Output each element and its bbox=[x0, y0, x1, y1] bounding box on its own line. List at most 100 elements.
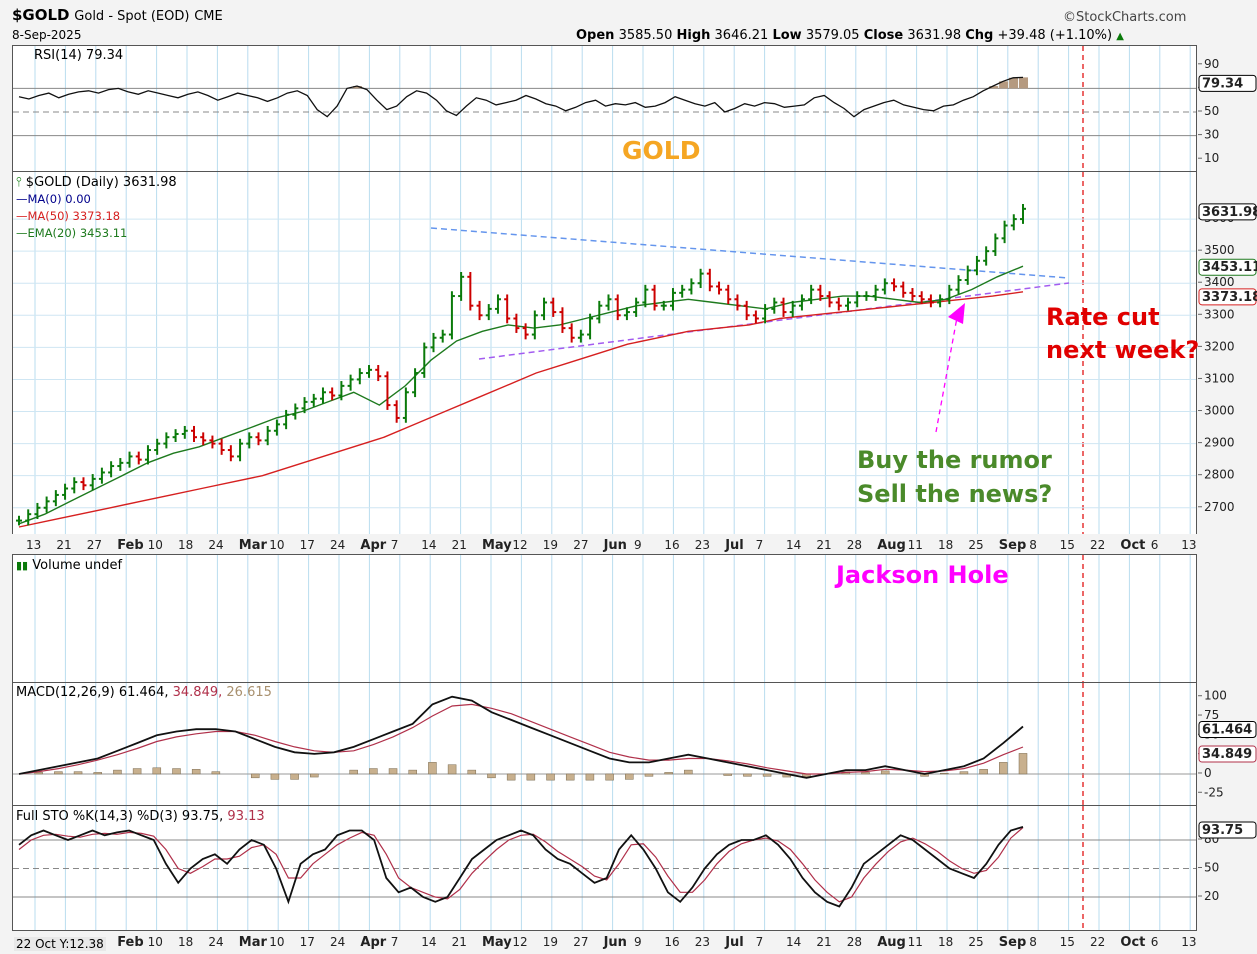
x-tick-label: 25 bbox=[968, 935, 983, 949]
x-tick-label: 17 bbox=[300, 538, 315, 552]
y-tick-label: 3000 bbox=[1204, 404, 1235, 418]
macd-last-value-box bbox=[1198, 720, 1257, 738]
macd-hist-bar bbox=[644, 773, 654, 777]
x-tick-label: 11 bbox=[908, 935, 923, 949]
x-tick-label: Oct bbox=[1120, 935, 1145, 950]
x-tick-label: Sep bbox=[999, 538, 1027, 553]
symbol: $GOLD bbox=[12, 6, 70, 24]
legend-ma50: —MA(50) 3373.18 bbox=[16, 209, 121, 223]
macd-hist-bar bbox=[664, 772, 673, 775]
x-tick-label: 7 bbox=[756, 538, 764, 552]
macd-hist-bar bbox=[270, 773, 280, 780]
ma50-line bbox=[18, 291, 1024, 528]
x-tick-label: 22 bbox=[1090, 935, 1105, 949]
macd-hist-bar bbox=[959, 771, 969, 775]
x-tick-label: 18 bbox=[178, 538, 193, 552]
x-tick-label: Aug bbox=[877, 538, 906, 553]
rsi-overbought-fill bbox=[989, 86, 999, 89]
volume-title: Volume undef bbox=[32, 558, 123, 573]
macd-hist-bar bbox=[880, 770, 890, 775]
x-tick-label: 9 bbox=[634, 935, 642, 949]
footer-readout: 22 Oct Y:12.38 bbox=[14, 937, 106, 951]
macd-hist-bar bbox=[743, 773, 752, 777]
x-tick-label: 24 bbox=[330, 935, 345, 949]
macd-hist-bar bbox=[132, 768, 142, 775]
rate-cut-line1: Rate cut bbox=[1046, 303, 1160, 331]
x-tick-label: 6 bbox=[1151, 538, 1159, 552]
macd-hist-bar bbox=[526, 773, 536, 781]
price-y-axis: 3600350034003300320031003000290028002700… bbox=[1198, 203, 1257, 514]
macd-hist-bar bbox=[565, 773, 575, 781]
x-tick-label: 23 bbox=[695, 935, 710, 949]
signal-last-value: 34.849 bbox=[1202, 747, 1252, 762]
macd-hist-bar bbox=[34, 772, 43, 775]
x-tick-label: 13 bbox=[1181, 538, 1196, 552]
macd-hist-bar bbox=[93, 772, 102, 775]
y-tick-label: 90 bbox=[1204, 57, 1219, 71]
high-value: 3646.21 bbox=[714, 28, 769, 43]
x-tick-label: 17 bbox=[300, 935, 315, 949]
x-tick-label: 24 bbox=[208, 538, 223, 552]
rsi-overbought-fill bbox=[1019, 77, 1028, 89]
macd-hist-bar bbox=[152, 767, 162, 775]
x-tick-label: 10 bbox=[269, 538, 284, 552]
x-tick-label: 13 bbox=[26, 538, 41, 552]
macd-hist-bar bbox=[625, 773, 634, 780]
x-tick-label: 8 bbox=[1029, 538, 1037, 552]
high-label: High bbox=[676, 28, 711, 43]
x-tick-label: 27 bbox=[87, 538, 102, 552]
y-tick-label: 3400 bbox=[1204, 275, 1235, 289]
close-value: 3631.98 bbox=[907, 28, 962, 43]
x-tick-label: 15 bbox=[1060, 538, 1075, 552]
price-panel bbox=[12, 171, 1197, 535]
y-tick-label: 0 bbox=[1204, 766, 1212, 780]
x-tick-label: Apr bbox=[360, 538, 386, 553]
volume-label: ▮▮ Volume undef bbox=[16, 558, 122, 573]
x-tick-label: 9 bbox=[634, 538, 642, 552]
macd-hist-bar bbox=[487, 773, 496, 779]
rsi-last-value: 79.34 bbox=[1202, 76, 1243, 91]
x-tick-label: 15 bbox=[1060, 935, 1075, 949]
macd-hist-bar bbox=[54, 771, 63, 775]
x-tick-label: Sep bbox=[999, 935, 1027, 950]
y-tick-label: 3100 bbox=[1204, 371, 1235, 385]
macd-hist-bar bbox=[113, 769, 122, 775]
x-tick-label: 6 bbox=[1151, 935, 1159, 949]
stochastic-panel bbox=[12, 805, 1197, 931]
rsi-y-axis: 907050301079.34 bbox=[1198, 57, 1257, 165]
x-tick-label: 16 bbox=[664, 538, 679, 552]
macd-hist-bar bbox=[310, 773, 319, 778]
low-value: 3579.05 bbox=[805, 28, 860, 43]
x-tick-label: Aug bbox=[877, 935, 906, 950]
up-arrow-icon: ▲ bbox=[1116, 31, 1124, 42]
x-tick-label: Jul bbox=[724, 538, 744, 553]
x-tick-label: 12 bbox=[512, 935, 527, 949]
legend-ema20: —EMA(20) 3453.11 bbox=[16, 226, 128, 240]
x-tick-label: 21 bbox=[452, 538, 467, 552]
open-label: Open bbox=[576, 28, 615, 43]
x-tick-label: 8 bbox=[1029, 935, 1037, 949]
ohlc-readout: Open 3585.50 High 3646.21 Low 3579.05 Cl… bbox=[576, 28, 1124, 43]
macd-hist-bar bbox=[940, 772, 949, 775]
x-tick-label: Mar bbox=[239, 538, 268, 553]
macd-hist-bar bbox=[506, 773, 516, 781]
macd-panel bbox=[12, 682, 1197, 806]
macd-hist-bar bbox=[979, 769, 988, 775]
y-tick-label: 3200 bbox=[1204, 339, 1235, 353]
x-tick-label: 10 bbox=[148, 538, 163, 552]
chg-value: +39.48 (+1.10%) bbox=[997, 28, 1113, 43]
legend-ma0-text: MA(0) 0.00 bbox=[27, 192, 91, 206]
x-tick-label: Jun bbox=[603, 935, 627, 950]
x-tick-label: 7 bbox=[391, 935, 399, 949]
x-tick-label: 14 bbox=[786, 538, 801, 552]
open-value: 3585.50 bbox=[618, 28, 673, 43]
x-tick-label: 18 bbox=[178, 935, 193, 949]
macd-signal-text: 34.849, bbox=[172, 685, 223, 700]
brand: ©StockCharts.com bbox=[1063, 10, 1187, 25]
x-axis-top: 13 21 27 Feb 10 18 24 Mar 10 17 24 Apr 7 14 21 May 12 19 2… bbox=[12, 534, 1197, 555]
macd-label: MACD(12,26,9) 61.464, 34.849, 26.615 bbox=[16, 685, 272, 700]
chg-label: Chg bbox=[965, 28, 994, 43]
gold-annotation: GOLD bbox=[622, 136, 701, 165]
x-tick-label: 21 bbox=[56, 538, 71, 552]
